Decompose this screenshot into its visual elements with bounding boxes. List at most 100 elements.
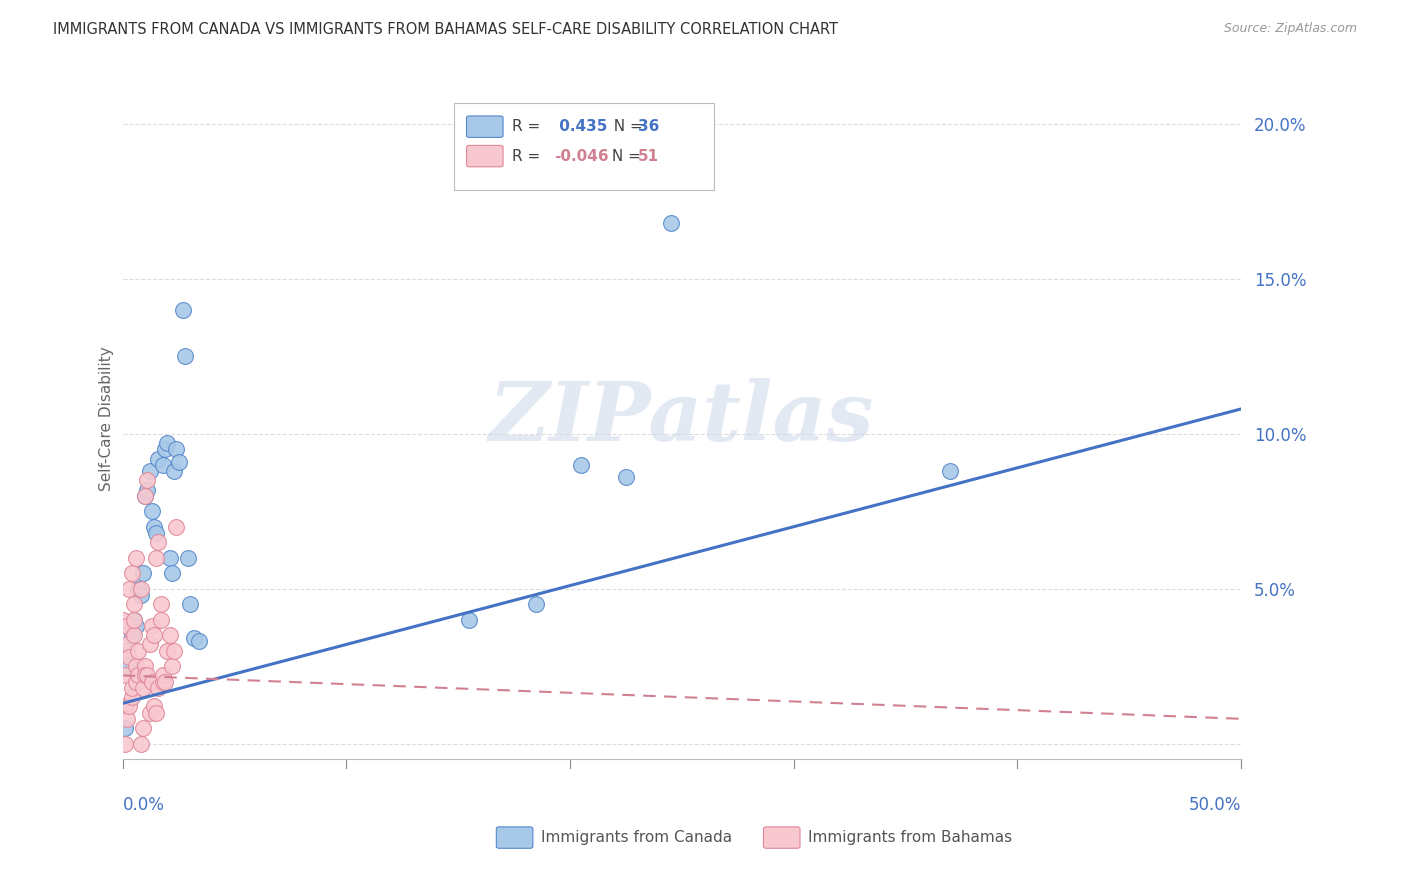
Point [176,550,198,565]
Text: R =: R = [512,149,544,163]
Text: IMMIGRANTS FROM CANADA VS IMMIGRANTS FROM BAHAMAS SELF-CARE DISABILITY CORRELATI: IMMIGRANTS FROM CANADA VS IMMIGRANTS FRO… [53,22,838,37]
Point [114,699,136,714]
Point [939,464,962,478]
Y-axis label: Self-Care Disability: Self-Care Disability [100,346,114,491]
Point [614,470,637,484]
Point [121,681,143,695]
Point [569,458,592,472]
Point [138,637,160,651]
Point [122,613,145,627]
Point [138,706,160,720]
Point [145,525,167,540]
Point [183,632,205,646]
Point [172,302,194,317]
Point [127,582,149,596]
Point [122,597,145,611]
Point [134,668,156,682]
Text: N =: N = [605,120,648,134]
Point [115,619,138,633]
Point [156,643,179,657]
Point [165,442,187,457]
Point [174,349,197,363]
Point [118,659,141,673]
Point [136,668,159,682]
Point [141,504,163,518]
Point [127,668,149,682]
Point [659,216,682,230]
Point [143,519,166,533]
Point [132,566,155,581]
Point [114,668,136,682]
Point [179,597,201,611]
Point [148,451,170,466]
Point [115,637,138,651]
Point [145,706,167,720]
Point [121,628,143,642]
Point [127,643,149,657]
Text: -0.046: -0.046 [554,149,609,163]
Point [141,674,163,689]
Text: 36: 36 [638,120,659,134]
Point [526,597,548,611]
Point [134,489,156,503]
Point [136,483,159,497]
Point [115,643,138,657]
Text: Source: ZipAtlas.com: Source: ZipAtlas.com [1223,22,1357,36]
Point [132,721,155,735]
Point [145,550,167,565]
Point [125,659,148,673]
Point [121,566,143,581]
Point [148,681,170,695]
Point [111,613,134,627]
Point [149,613,172,627]
Point [125,550,148,565]
Text: Immigrants from Canada: Immigrants from Canada [541,830,733,845]
Point [159,550,181,565]
Point [165,519,187,533]
Point [122,613,145,627]
Point [153,442,176,457]
Point [167,455,190,469]
Point [160,566,183,581]
Point [125,619,148,633]
Point [115,712,138,726]
Point [114,737,136,751]
Point [136,473,159,487]
Point [118,582,141,596]
Text: Immigrants from Bahamas: Immigrants from Bahamas [808,830,1012,845]
Point [152,674,174,689]
Text: 0.0%: 0.0% [122,797,165,814]
Point [121,690,143,705]
Point [152,668,174,682]
Point [138,464,160,478]
Point [118,699,141,714]
Point [143,699,166,714]
Point [187,634,209,648]
Point [125,674,148,689]
Point [458,613,481,627]
Point [141,619,163,633]
Text: N =: N = [607,149,645,163]
Text: ZIPatlas: ZIPatlas [489,378,875,458]
Point [118,649,141,664]
Point [114,721,136,735]
Point [132,681,155,695]
Text: 51: 51 [638,149,659,163]
Point [122,628,145,642]
Point [129,588,152,602]
Point [111,643,134,657]
Point [159,628,181,642]
Point [148,535,170,549]
Point [163,464,186,478]
Point [149,597,172,611]
Point [153,674,176,689]
Point [152,458,174,472]
Point [134,489,156,503]
Text: 50.0%: 50.0% [1188,797,1241,814]
Point [156,436,179,450]
Point [134,659,156,673]
Point [160,659,183,673]
Text: R =: R = [512,120,544,134]
Point [143,628,166,642]
Point [129,582,152,596]
